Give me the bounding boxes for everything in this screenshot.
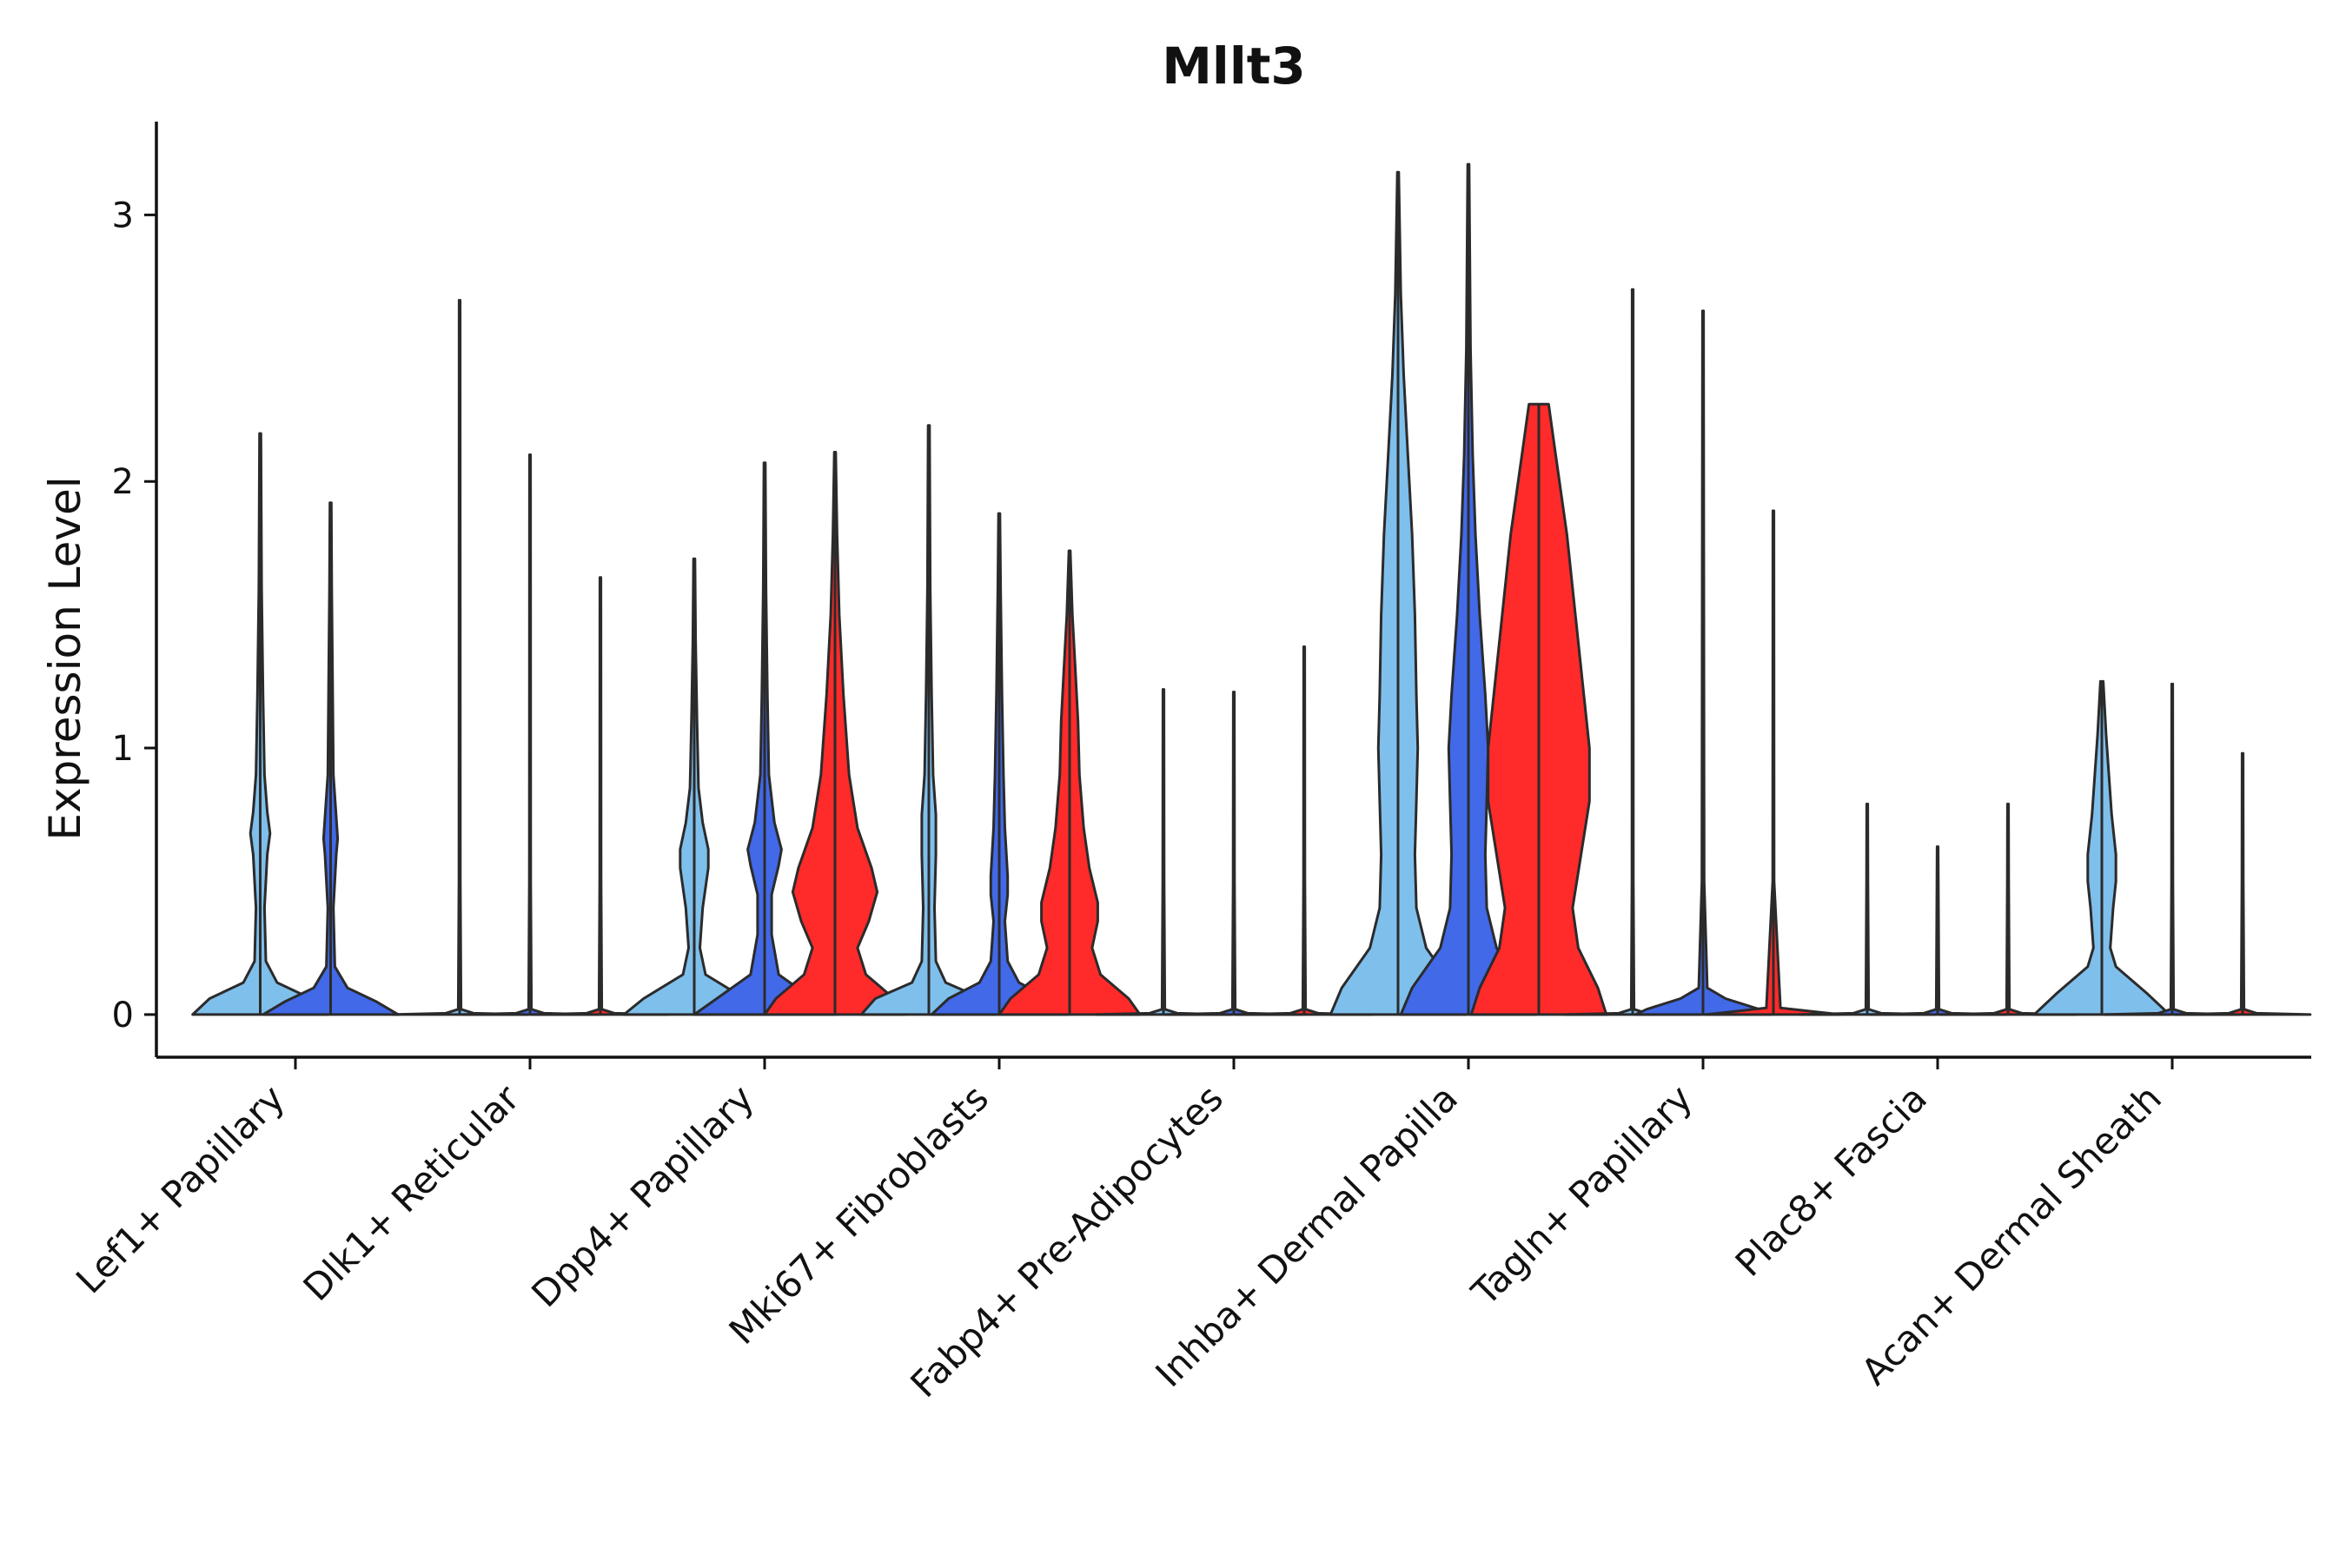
y-tick-label: 0 <box>112 996 134 1035</box>
x-tick-label: Dlk1+ Reticular <box>295 1076 528 1309</box>
violins-layer <box>191 162 2312 1016</box>
x-tick-label: Lef1+ Papillary <box>68 1076 293 1301</box>
y-tick-label: 1 <box>112 729 134 769</box>
y-tick-label: 2 <box>112 462 134 502</box>
y-axis-label: Expression Level <box>40 476 90 840</box>
x-tick-label: Plac8+ Fascia <box>1727 1076 1935 1284</box>
x-tick-label: Mki67+ Fibroblasts <box>721 1076 997 1352</box>
y-tick-label: 3 <box>112 195 134 235</box>
chart-title: Mllt3 <box>1162 36 1306 96</box>
x-tick-label: Dpp4+ Papillary <box>523 1076 762 1315</box>
x-tick-label: Tagln+ Papillary <box>1463 1076 1700 1313</box>
